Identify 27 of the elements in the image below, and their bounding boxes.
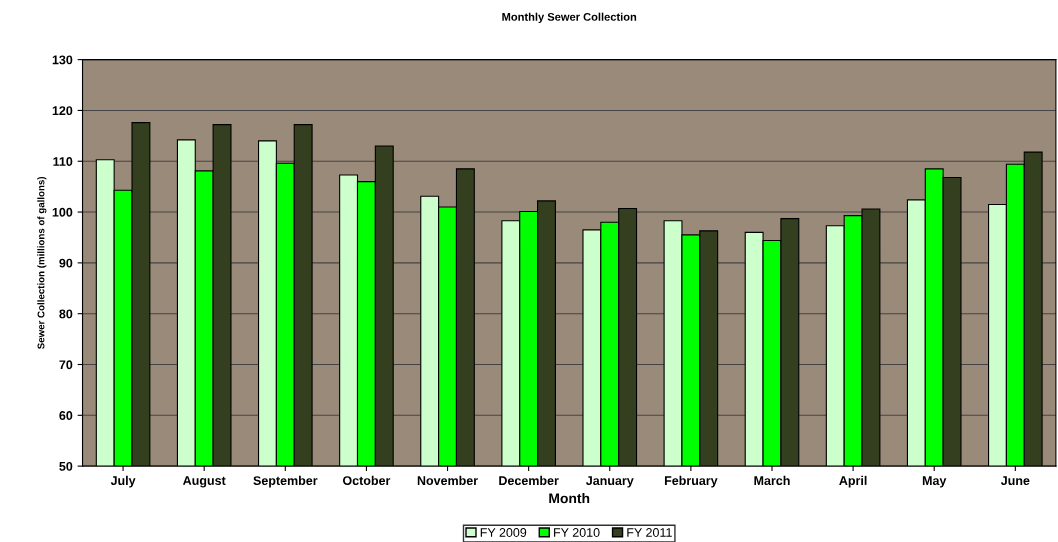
x-tick-label: January [585,476,634,488]
x-tick-label: August [182,476,226,488]
legend-label: FY 2009 [480,528,527,537]
y-axis-title: Sewer Collection (millions of gallons) [37,176,47,350]
y-tick-label: 100 [52,207,73,217]
x-axis-title: Month [549,493,590,504]
y-tick-label: 120 [52,106,73,116]
y-tick-label: 70 [59,360,73,370]
x-tick-label: July [110,475,136,488]
y-tick-label: 90 [59,258,73,268]
x-tick-label: April [839,475,867,488]
y-tick-label: 60 [59,411,73,420]
legend-label: FY 2010 [554,528,600,537]
y-tick-label: 50 [59,461,73,471]
y-tick-label: 110 [53,157,73,166]
x-tick-label: November [417,475,478,486]
chart-title: Monthly Sewer Collection [502,12,637,24]
y-tick-label: 80 [59,309,73,319]
x-tick-label: December [499,475,559,486]
x-tick-label: May [922,476,947,488]
x-tick-label: June [1000,476,1030,486]
x-tick-label: March [754,475,790,486]
y-tick-label: 130 [52,55,73,65]
x-tick-label: October [342,475,391,486]
x-tick-label: February [664,475,718,488]
x-tick-label: September [253,475,318,488]
legend-label: FY 2011 [627,528,672,537]
